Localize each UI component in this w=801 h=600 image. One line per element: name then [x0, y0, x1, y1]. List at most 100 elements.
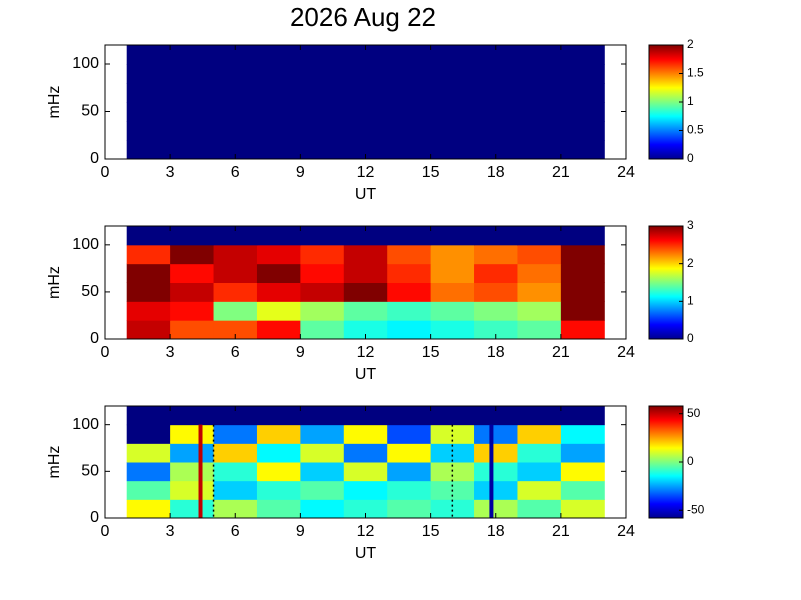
heat-cell — [213, 263, 258, 283]
x-tick-label: 3 — [166, 164, 175, 181]
heat-cell — [517, 263, 562, 283]
y-tick-label: 50 — [81, 103, 99, 120]
x-axis-label: UT — [355, 366, 377, 383]
heat-cell — [474, 406, 518, 426]
x-tick-label: 0 — [101, 164, 110, 181]
colorbar — [648, 225, 684, 340]
heat-cell — [126, 406, 171, 426]
colorbar-tick-label: -50 — [687, 502, 705, 516]
heat-cell — [560, 83, 605, 103]
heat-cell — [256, 462, 301, 482]
x-axis-label: UT — [355, 545, 377, 562]
heat-cell — [474, 102, 518, 122]
heat-cell — [430, 443, 475, 463]
heat-cell — [213, 424, 258, 444]
heat-cell — [474, 64, 518, 84]
heat-cell — [517, 499, 562, 519]
heat-cell — [126, 263, 171, 283]
heat-cell — [387, 424, 432, 444]
heat-cell — [126, 121, 171, 141]
x-tick-label: 18 — [487, 344, 505, 361]
heat-cell — [387, 45, 432, 65]
heat-cell — [300, 263, 345, 283]
heat-cell — [343, 263, 388, 283]
heat-cell — [300, 102, 345, 122]
heat-cell — [300, 64, 345, 84]
heat-cell — [300, 406, 345, 426]
heat-cell — [256, 320, 301, 340]
heat-cell — [213, 320, 258, 340]
heat-cell — [126, 480, 171, 500]
heat-cell — [213, 102, 258, 122]
heat-cell — [474, 226, 518, 246]
heat-cell — [343, 140, 388, 160]
heat-cell — [430, 406, 475, 426]
heat-cell — [343, 320, 388, 340]
heat-cell — [170, 443, 215, 463]
heat-cell — [517, 480, 562, 500]
heat-cell — [126, 424, 171, 444]
heat-cell — [300, 462, 345, 482]
heat-cell — [560, 226, 605, 246]
heat-cell — [387, 263, 432, 283]
y-tick-label: 50 — [81, 463, 99, 480]
heat-cell — [387, 226, 432, 246]
heat-cell — [430, 226, 475, 246]
heat-cell — [517, 406, 562, 426]
heat-cell — [430, 140, 475, 160]
heat-cell — [560, 282, 605, 302]
heat-cell — [213, 64, 258, 84]
heat-cell — [560, 263, 605, 283]
chart-title: 2026 Aug 22 — [290, 2, 436, 32]
y-tick-label: 0 — [90, 150, 99, 167]
heat-cell — [256, 263, 301, 283]
heat-cell — [560, 121, 605, 141]
heat-cell — [170, 480, 215, 500]
heat-cell — [300, 320, 345, 340]
colorbar-tick-label: 3 — [687, 218, 694, 232]
heat-cell — [517, 226, 562, 246]
y-axis-label: mHz — [46, 86, 63, 119]
colorbar — [648, 405, 684, 519]
heat-cell — [430, 301, 475, 321]
colorbar-tick-label: 1.5 — [687, 66, 704, 80]
x-axis-label: UT — [355, 186, 377, 203]
heat-cell — [343, 102, 388, 122]
colorbar-tick-label: 0 — [687, 454, 694, 468]
heat-cell — [387, 320, 432, 340]
heat-cell — [300, 140, 345, 160]
heat-cell — [517, 320, 562, 340]
colorbar-tick-label: 0 — [687, 331, 694, 345]
y-axis-label: mHz — [46, 446, 63, 479]
heat-cell — [213, 282, 258, 302]
heat-cell — [517, 121, 562, 141]
heat-cell — [213, 244, 258, 265]
heat-cell — [517, 462, 562, 482]
heat-cell — [474, 83, 518, 103]
heat-cell — [387, 64, 432, 84]
y-tick-label: 100 — [72, 416, 99, 433]
heat-cell — [170, 226, 215, 246]
heat-cell — [387, 83, 432, 103]
heat-cell — [343, 301, 388, 321]
heat-cell — [256, 45, 301, 65]
heat-cell — [560, 480, 605, 500]
colorbar — [648, 44, 684, 160]
heat-cell — [300, 443, 345, 463]
heat-cell — [126, 226, 171, 246]
heat-cell — [430, 244, 475, 265]
heat-cell — [213, 226, 258, 246]
heat-cell — [474, 443, 518, 463]
heat-cell — [343, 45, 388, 65]
heat-cell — [430, 121, 475, 141]
x-tick-label: 3 — [166, 523, 175, 540]
heat-cell — [517, 424, 562, 444]
heat-cell — [343, 443, 388, 463]
colorbar-tick-label: 1 — [687, 294, 694, 308]
x-tick-label: 24 — [617, 164, 635, 181]
heat-cell — [213, 480, 258, 500]
heat-cell — [256, 102, 301, 122]
heat-cell — [256, 282, 301, 302]
heat-cell — [126, 282, 171, 302]
heat-cell — [430, 45, 475, 65]
